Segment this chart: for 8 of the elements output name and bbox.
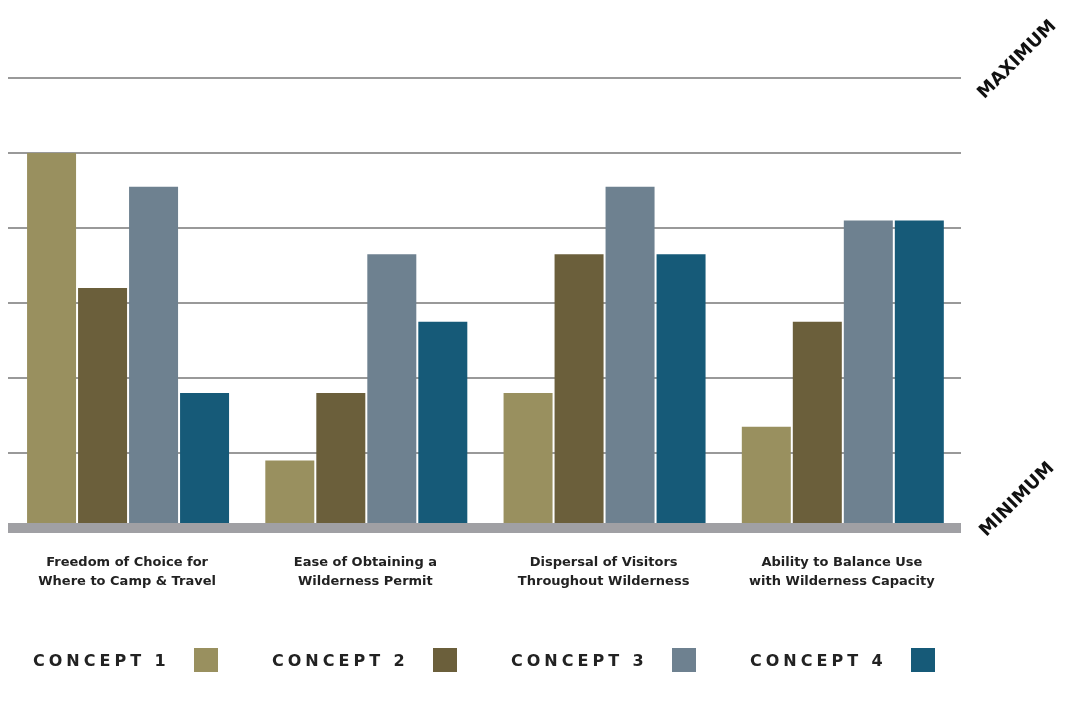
legend-label: CONCEPT 4 [750, 650, 887, 670]
legend-label: CONCEPT 1 [33, 650, 170, 670]
x-tick-label: Ease of Obtaining a Wilderness Permit [293, 554, 437, 588]
x-tick-label: Dispersal of Visitors Throughout Wilderness [517, 554, 690, 588]
x-tick-label: Ability to Balance Use with Wilderness Capacity [749, 554, 936, 588]
x-tick-label: Freedom of Choice for Where to Camp & Travel [38, 554, 217, 588]
legend-label: CONCEPT 3 [511, 650, 648, 670]
legend-label: CONCEPT 2 [272, 650, 409, 670]
